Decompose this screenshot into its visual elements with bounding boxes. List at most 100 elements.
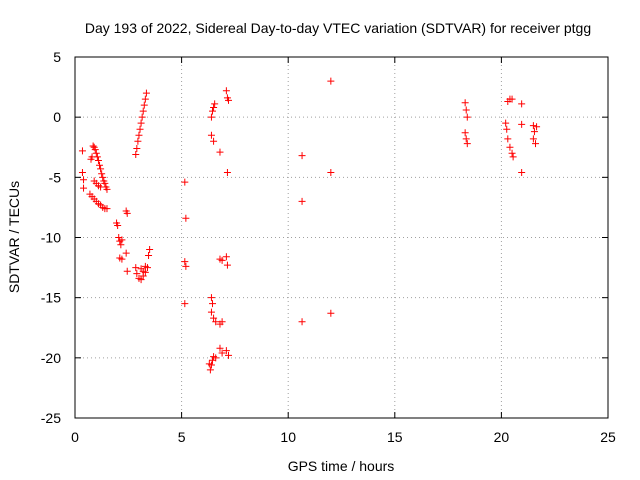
data-point bbox=[138, 113, 146, 121]
data-point bbox=[533, 123, 541, 131]
data-point bbox=[210, 314, 218, 322]
data-point bbox=[101, 179, 109, 187]
data-point bbox=[78, 169, 86, 177]
data-point bbox=[96, 161, 104, 169]
data-point bbox=[529, 122, 537, 130]
data-point bbox=[210, 104, 218, 112]
data-point bbox=[122, 249, 130, 257]
data-point bbox=[463, 140, 471, 148]
data-point bbox=[117, 241, 125, 249]
y-tick-label: -20 bbox=[41, 350, 61, 366]
data-point bbox=[139, 107, 147, 115]
data-point bbox=[222, 347, 230, 355]
data-point bbox=[518, 169, 526, 177]
data-point bbox=[209, 107, 217, 115]
x-tick-label: 15 bbox=[387, 429, 403, 445]
data-point bbox=[181, 258, 189, 266]
data-point bbox=[92, 149, 100, 157]
data-point bbox=[225, 96, 233, 104]
y-tick-label: -15 bbox=[41, 290, 61, 306]
data-point bbox=[114, 221, 122, 229]
data-point bbox=[529, 135, 537, 143]
data-point bbox=[103, 205, 111, 213]
data-point bbox=[141, 262, 149, 270]
data-point bbox=[206, 366, 214, 374]
data-point bbox=[504, 135, 512, 143]
chart-title: Day 193 of 2022, Sidereal Day-to-day VTE… bbox=[85, 20, 591, 36]
data-point bbox=[222, 253, 230, 261]
y-tick-label: -25 bbox=[41, 410, 61, 426]
data-point bbox=[136, 125, 144, 133]
data-point bbox=[461, 99, 469, 107]
x-tick-label: 0 bbox=[71, 429, 79, 445]
data-point bbox=[216, 148, 224, 156]
data-point bbox=[137, 276, 145, 284]
data-point bbox=[225, 351, 233, 359]
x-tick-label: 10 bbox=[280, 429, 296, 445]
data-point bbox=[134, 137, 142, 145]
y-tick-label: 5 bbox=[53, 49, 61, 65]
data-point bbox=[182, 262, 190, 270]
data-point bbox=[502, 119, 510, 127]
data-point bbox=[207, 361, 215, 369]
tick-layer: 0 5 10 15 20 25 5 0 -5 -10 -15 -20 -25 bbox=[41, 49, 616, 445]
data-point bbox=[218, 349, 226, 357]
data-point bbox=[103, 185, 111, 193]
data-point bbox=[207, 308, 215, 316]
data-point bbox=[327, 169, 335, 177]
data-point bbox=[461, 129, 469, 137]
data-point bbox=[518, 100, 526, 108]
data-point bbox=[508, 149, 516, 157]
data-point bbox=[118, 255, 126, 263]
data-point bbox=[132, 264, 140, 272]
data-point bbox=[506, 143, 514, 151]
data-point bbox=[462, 106, 470, 114]
data-point bbox=[80, 184, 88, 192]
x-axis-label: GPS time / hours bbox=[288, 458, 395, 474]
y-tick-label: -5 bbox=[49, 169, 62, 185]
data-point bbox=[223, 261, 231, 269]
data-point bbox=[218, 256, 226, 264]
data-point bbox=[141, 95, 149, 103]
data-point bbox=[212, 318, 220, 326]
plot-frame bbox=[74, 56, 609, 419]
data-point bbox=[146, 246, 154, 254]
x-tick-label: 5 bbox=[178, 429, 186, 445]
data-point bbox=[140, 101, 148, 109]
data-point bbox=[298, 152, 306, 160]
x-tick-label: 25 bbox=[600, 429, 616, 445]
data-point bbox=[223, 169, 231, 177]
data-point bbox=[298, 197, 306, 205]
data-point bbox=[182, 214, 190, 222]
data-point bbox=[532, 140, 540, 148]
data-point bbox=[133, 270, 141, 278]
data-point bbox=[137, 119, 145, 127]
data-point bbox=[207, 294, 215, 302]
grid-layer bbox=[75, 57, 608, 418]
data-point bbox=[209, 300, 217, 308]
data-point bbox=[298, 318, 306, 326]
data-point bbox=[222, 87, 230, 95]
data-point bbox=[212, 354, 220, 362]
data-point bbox=[463, 113, 471, 121]
data-point bbox=[518, 120, 526, 128]
data-point bbox=[135, 131, 143, 139]
data-point bbox=[118, 236, 126, 244]
data-point bbox=[93, 153, 101, 161]
data-point bbox=[462, 135, 470, 143]
data-point bbox=[145, 252, 153, 260]
data-point bbox=[181, 300, 189, 308]
data-point bbox=[91, 146, 99, 154]
data-point bbox=[530, 128, 538, 136]
data-point bbox=[207, 113, 215, 121]
data-point bbox=[142, 89, 150, 97]
data-point bbox=[94, 156, 102, 164]
data-point bbox=[133, 144, 141, 152]
data-point bbox=[509, 153, 517, 161]
data-point bbox=[207, 131, 215, 139]
data-point bbox=[327, 309, 335, 317]
data-point bbox=[503, 125, 511, 133]
data-point bbox=[132, 150, 140, 158]
